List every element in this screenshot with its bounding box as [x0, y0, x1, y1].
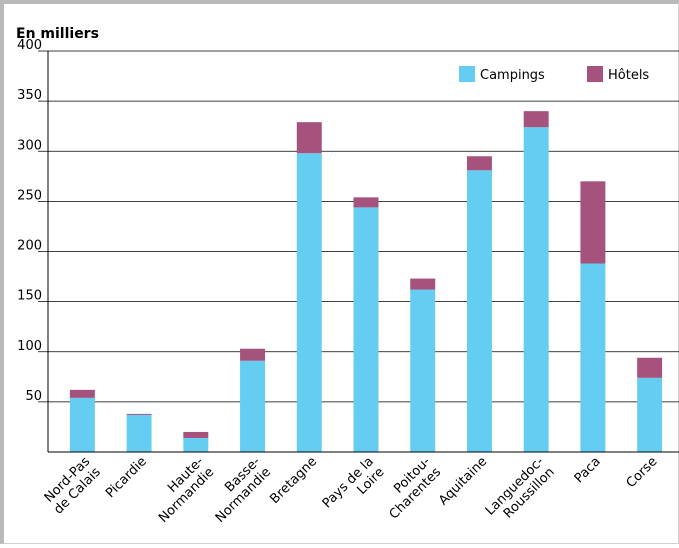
x-tick-label-10: Corse	[624, 454, 661, 491]
bar-htels-7	[466, 156, 492, 171]
bar-campings-4	[296, 153, 322, 452]
x-tick-label-3: Basse-Normandie	[213, 454, 274, 526]
x-tick-label-line: Corse	[624, 454, 661, 491]
bar-htels-5	[353, 197, 379, 208]
x-tick-label-1: Picardie	[103, 454, 150, 501]
legend-swatch-0	[459, 66, 475, 82]
x-tick-label-4: Bretagne	[267, 454, 320, 507]
unit-label: En milliers	[16, 26, 99, 42]
bar-htels-2	[183, 431, 209, 438]
bar-campings-6	[410, 289, 436, 452]
x-tick-label-line: Picardie	[103, 454, 150, 501]
chart-svg: En milliers 50 100 150 200 250 300 350 400 Nord…	[16, 26, 679, 526]
y-tick-label-400: 400	[17, 38, 42, 53]
x-tick-label-6: Poitou-Charentes	[387, 454, 445, 522]
x-tick-label-2: Haute-Normandie	[156, 454, 217, 526]
bar-htels-3	[240, 348, 266, 361]
bar-htels-1	[126, 413, 152, 415]
x-tick-label-9: Paca	[572, 454, 604, 486]
bar-campings-10	[637, 377, 663, 452]
x-tick-label-line: Bretagne	[267, 454, 320, 507]
bar-campings-9	[580, 263, 606, 452]
legend: Campings Hôtels	[459, 66, 649, 83]
bar-campings-7	[466, 170, 492, 453]
bar-campings-8	[523, 127, 549, 452]
bar-htels-0	[69, 389, 95, 398]
legend-label-0: Campings	[480, 68, 545, 83]
legend-label-1: Hôtels	[608, 68, 649, 83]
bar-htels-9	[580, 181, 606, 264]
y-tick-label-100: 100	[17, 339, 42, 354]
x-tick-label-line: Aquitaine	[436, 454, 490, 508]
bar-campings-3	[240, 360, 266, 452]
bars-layer	[69, 111, 663, 453]
y-tick-label-150: 150	[17, 289, 42, 304]
bar-campings-0	[69, 397, 95, 452]
bar-htels-4	[296, 122, 322, 154]
bar-campings-2	[183, 437, 209, 452]
y-tick-label-250: 250	[17, 188, 42, 203]
x-tick-label-8: Languedoc-Roussillon	[483, 454, 558, 522]
y-tick-label-350: 350	[17, 88, 42, 103]
x-tick-label-line: Paca	[572, 454, 604, 486]
y-tick-label-300: 300	[17, 138, 42, 153]
x-tick-label-7: Aquitaine	[436, 454, 490, 508]
y-tick-label-200: 200	[17, 239, 42, 254]
bar-htels-10	[637, 357, 663, 378]
bar-htels-8	[523, 111, 549, 128]
y-tick-labels: 50 100 150 200 250 300 350 400	[17, 38, 42, 404]
y-tick-label-50: 50	[25, 389, 42, 404]
bar-htels-6	[410, 278, 436, 290]
bar-campings-5	[353, 207, 379, 452]
bar-campings-1	[126, 414, 152, 452]
legend-swatch-1	[587, 66, 603, 82]
